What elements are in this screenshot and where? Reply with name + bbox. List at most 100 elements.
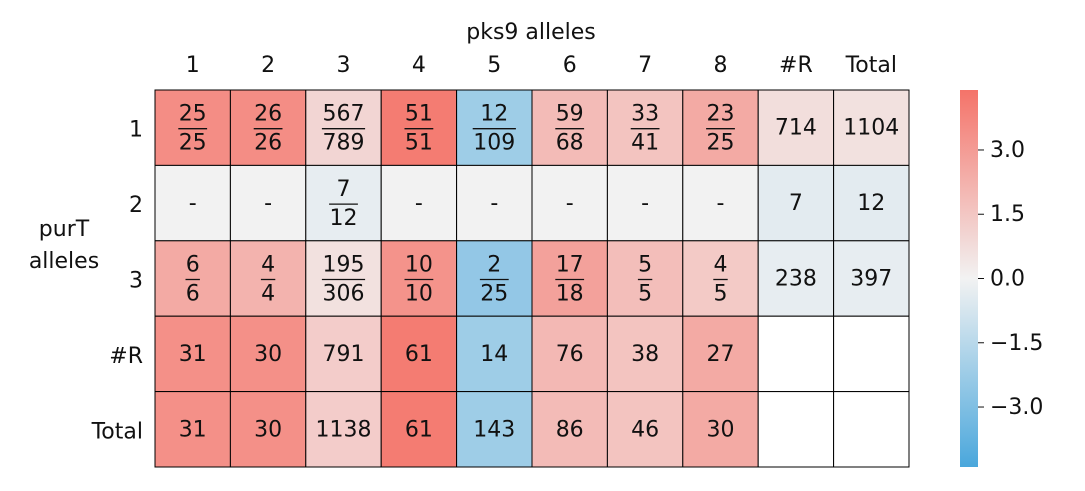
cell [606,89,684,166]
numerator: 25 [179,102,207,127]
numerator: 17 [556,253,584,278]
column-label: 3 [337,53,351,78]
numerator: 33 [631,102,659,127]
cell-text: - [566,191,574,216]
denominator: 41 [631,131,659,156]
numerator: 59 [556,102,584,127]
cell [833,164,910,242]
cell-text: 397 [850,267,892,292]
cell-text: 238 [775,267,817,292]
colorbar-tick-label: −3.0 [990,395,1043,420]
cell-text: 7 [789,191,803,216]
column-label: 5 [487,53,501,78]
denominator: 25 [707,131,735,156]
cell-text: 31 [179,417,207,442]
denominator: 26 [254,131,282,156]
cell-text: - [189,191,197,216]
cell-text: 14 [480,342,508,367]
denominator: 109 [473,131,515,156]
cell [456,240,533,317]
cell [154,315,231,393]
cell [606,240,684,317]
cell-text: - [641,191,649,216]
cell [154,89,231,166]
colorbar-tick-label: −1.5 [990,331,1043,356]
cell-text: 714 [775,116,817,141]
denominator: 6 [186,282,200,307]
column-label: 2 [261,53,275,78]
cell-text: 1104 [843,116,899,141]
cell [531,240,608,317]
cell [531,315,608,393]
row-label: Total [91,419,143,444]
cell [305,89,382,166]
cell-text: 30 [707,417,735,442]
cell [606,164,684,242]
row-label: 1 [129,118,143,143]
cell [154,391,231,468]
row-label: 3 [129,269,143,294]
cell [380,315,458,393]
row-label: 2 [129,193,143,218]
cell-text: 30 [254,342,282,367]
numerator: 7 [337,177,351,202]
column-label: #R [779,53,813,78]
numerator: 5 [638,253,652,278]
column-label: 4 [412,53,426,78]
numerator: 6 [186,253,200,278]
numerator: 2 [487,253,501,278]
denominator: 51 [405,131,433,156]
cell-text: 46 [631,417,659,442]
cell [606,315,684,393]
cell [682,240,759,317]
cell-text: 791 [323,342,365,367]
cell [229,164,307,242]
column-label: 1 [186,53,200,78]
column-label: 7 [638,53,652,78]
denominator: 5 [638,282,652,307]
column-label: Total [845,53,897,78]
cell-text: 76 [556,342,584,367]
cell [833,89,910,166]
denominator: 4 [261,282,275,307]
numerator: 51 [405,102,433,127]
numerator: 567 [323,102,365,127]
cell [456,89,533,166]
cell [380,164,458,242]
cell-text: 1138 [316,417,372,442]
denominator: 25 [480,282,508,307]
cell [229,315,307,393]
colorbar [960,90,978,467]
cell-text: 61 [405,417,433,442]
colorbar-tick-label: 1.5 [990,202,1025,227]
cell [456,391,533,468]
column-label: 8 [714,53,728,78]
cell-text: 86 [556,417,584,442]
cell-text: 38 [631,342,659,367]
x-axis-label: pks9 alleles [466,20,596,45]
cell-text: 143 [473,417,515,442]
cell [154,164,231,242]
cell [531,164,608,242]
denominator: 306 [323,282,365,307]
numerator: 23 [707,102,735,127]
numerator: 26 [254,102,282,127]
numerator: 4 [714,253,728,278]
cell-text: 31 [179,342,207,367]
cell [531,89,608,166]
denominator: 5 [714,282,728,307]
denominator: 10 [405,282,433,307]
cell [305,315,382,393]
denominator: 12 [330,206,358,231]
colorbar-tick-label: 0.0 [990,267,1025,292]
cell-text: - [490,191,498,216]
cell-text: - [415,191,423,216]
cell [305,240,382,317]
cell [229,391,307,468]
denominator: 789 [323,131,365,156]
colorbar-tick-label: 3.0 [990,138,1025,163]
cell-text: 30 [254,417,282,442]
numerator: 195 [323,253,365,278]
cell [757,391,835,468]
